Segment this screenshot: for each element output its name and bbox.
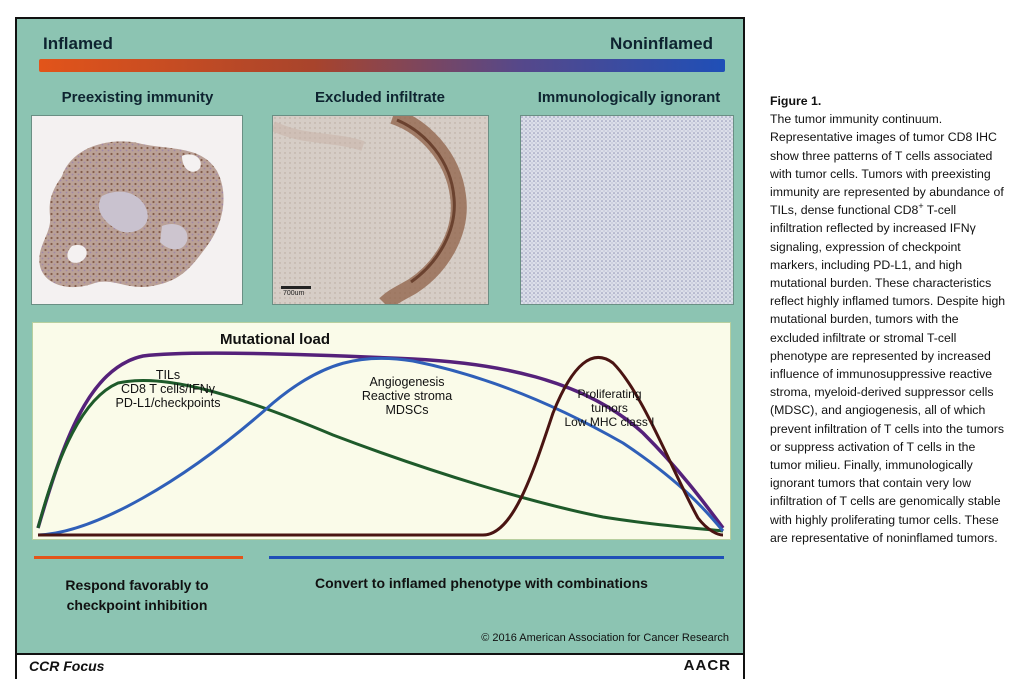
- caption-text: The tumor immunity continuum. Representa…: [770, 112, 1004, 218]
- respond-bar: [34, 556, 243, 559]
- curve-angiogenesis: [37, 356, 725, 537]
- noninflamed-label: Noninflamed: [610, 34, 713, 53]
- journal-name: CCR Focus: [29, 658, 105, 674]
- figure-footer: CCR Focus AACR: [17, 653, 743, 679]
- annotation-angio-line: MDSCs: [385, 403, 429, 417]
- respond-text: Respond favorably to checkpoint inhibiti…: [47, 575, 227, 615]
- annotation-tils-line: CD8 T cells/IFNγ: [120, 382, 215, 396]
- respond-line: checkpoint inhibition: [66, 597, 208, 613]
- annotation-tils: TILs CD8 T cells/IFNγ PD-L1/checkpoints: [103, 368, 233, 410]
- caption-label: Figure 1.: [770, 94, 822, 108]
- annotation-angio-line: Angiogenesis: [369, 375, 445, 389]
- caption-text-cont: T-cell infiltration reflected by increas…: [770, 203, 1006, 545]
- caption-superscript: +: [918, 201, 924, 212]
- convert-bar: [269, 556, 724, 559]
- immune-curves: [36, 351, 725, 537]
- convert-text: Convert to inflamed phenotype with combi…: [315, 575, 648, 591]
- annotation-tils-line: PD-L1/checkpoints: [115, 396, 221, 410]
- annotation-prolif-line: Proliferating: [577, 387, 642, 401]
- annotation-prolif-line: tumors: [591, 401, 628, 415]
- copyright: © 2016 American Association for Cancer R…: [481, 632, 729, 644]
- respond-line: Respond favorably to: [65, 577, 209, 593]
- annotation-proliferating: Proliferating tumors Low MHC class I: [552, 387, 667, 429]
- aacr-logo: AACR: [683, 657, 731, 674]
- annotation-angiogenesis: Angiogenesis Reactive stroma MDSCs: [342, 375, 472, 417]
- scale-label: 700um: [283, 290, 305, 297]
- curve-proliferating: [38, 356, 724, 537]
- inflammation-gradient-bar: [39, 59, 725, 72]
- graph-panel: [32, 322, 731, 540]
- mutational-load-label: Mutational load: [220, 331, 330, 348]
- figure-frame: Inflamed Noninflamed Preexisting immunit…: [15, 17, 745, 679]
- panel-title-excluded: Excluded infiltrate: [314, 89, 446, 106]
- annotation-prolif-line: Low MHC class I: [564, 415, 655, 429]
- annotation-angio-line: Reactive stroma: [361, 389, 453, 403]
- figure-caption: Figure 1. The tumor immunity continuum. …: [770, 92, 1010, 547]
- panel-title-preexisting: Preexisting immunity: [61, 89, 214, 106]
- figure-panel: Inflamed Noninflamed Preexisting immunit…: [17, 19, 743, 644]
- panel-title-ignorant: Immunologically ignorant: [537, 89, 721, 106]
- ihc-image-excluded: 700um: [272, 115, 489, 305]
- ihc-image-ignorant: [520, 115, 734, 305]
- inflamed-label: Inflamed: [43, 34, 113, 53]
- ihc-image-preexisting: [31, 115, 243, 305]
- annotation-tils-line: TILs: [155, 368, 181, 382]
- curve-tils: [36, 378, 724, 533]
